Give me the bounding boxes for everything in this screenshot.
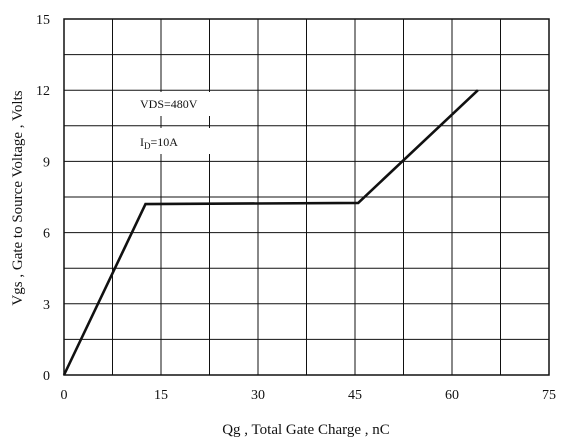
x-tick-label-45: 45 (348, 388, 362, 403)
x-tick-label-0: 0 (61, 388, 68, 403)
series-line-0 (62, 89, 479, 376)
y-tick-label-15: 15 (36, 13, 50, 28)
annotation-box-id (138, 128, 226, 154)
y-tick-label-12: 12 (36, 84, 50, 99)
annotation-box-vds (138, 92, 234, 116)
series-layer (62, 89, 479, 376)
x-tick-label-75: 75 (542, 388, 556, 403)
tick-labels: 0 15 30 45 60 75 0 3 6 9 12 15 (36, 13, 556, 403)
x-tick-label-15: 15 (154, 388, 168, 403)
plot-frame (63, 18, 550, 376)
y-tick-label-9: 9 (43, 155, 50, 170)
annotation-vds: VDS=480V (140, 97, 198, 111)
y-tick-label-0: 0 (43, 369, 50, 384)
x-tick-label-30: 30 (251, 388, 265, 403)
y-tick-label-3: 3 (43, 298, 50, 313)
annotations: VDS=480V ID=10A (138, 92, 234, 154)
y-axis-title: Vgs , Gate to Source Voltage , Volts (10, 90, 26, 305)
annotation-id: ID=10A (140, 135, 178, 151)
grid (63, 18, 550, 376)
x-tick-label-60: 60 (445, 388, 459, 403)
x-axis-title: Qg , Total Gate Charge , nC (222, 422, 390, 438)
y-tick-label-6: 6 (43, 227, 50, 242)
